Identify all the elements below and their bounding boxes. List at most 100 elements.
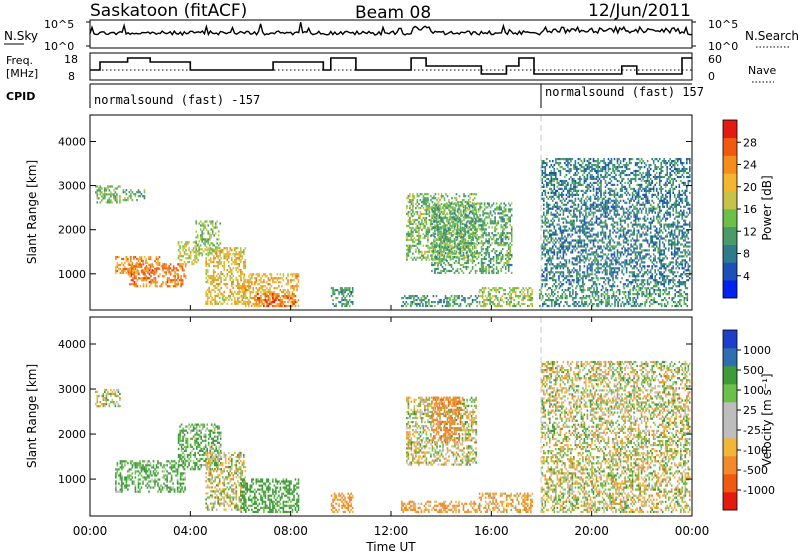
echo-cell bbox=[555, 209, 557, 212]
echo-cell bbox=[497, 254, 499, 257]
echo-cell bbox=[212, 249, 215, 252]
echo-cell bbox=[464, 224, 466, 227]
echo-cell bbox=[554, 304, 556, 308]
echo-cell bbox=[562, 243, 565, 246]
echo-cell bbox=[577, 205, 580, 208]
echo-cell bbox=[198, 240, 200, 243]
echo-cell bbox=[344, 299, 346, 302]
echo-cell bbox=[432, 295, 435, 298]
echo-cell bbox=[105, 193, 108, 196]
echo-cell bbox=[223, 282, 225, 286]
echo-cell bbox=[478, 295, 481, 298]
echo-cell bbox=[145, 259, 147, 263]
echo-cell bbox=[571, 245, 574, 248]
echo-cell bbox=[564, 162, 566, 165]
echo-cell bbox=[500, 252, 502, 255]
echo-cell bbox=[151, 271, 153, 274]
echo-cell bbox=[449, 214, 452, 218]
echo-cell bbox=[198, 252, 200, 255]
echo-cell bbox=[269, 291, 271, 294]
echo-cell bbox=[416, 224, 419, 228]
echo-cell bbox=[588, 253, 590, 256]
echo-cell bbox=[410, 212, 413, 216]
echo-cell bbox=[594, 239, 596, 242]
echo-cell bbox=[594, 291, 597, 294]
echo-cell bbox=[149, 265, 152, 269]
echo-cell bbox=[205, 269, 207, 272]
echo-cell bbox=[556, 251, 559, 254]
echo-cell bbox=[482, 226, 484, 229]
echo-cell bbox=[235, 251, 238, 254]
echo-cell bbox=[214, 278, 216, 282]
echo-cell bbox=[659, 289, 661, 292]
echo-cell bbox=[556, 207, 559, 210]
echo-cell bbox=[231, 298, 233, 301]
echo-cell bbox=[509, 220, 511, 223]
echo-cell bbox=[588, 231, 590, 234]
echo-cell bbox=[561, 201, 563, 204]
echo-cell bbox=[552, 251, 554, 254]
echo-cell bbox=[430, 224, 432, 228]
echo-cell bbox=[207, 230, 209, 233]
echo-cell bbox=[558, 187, 560, 190]
echo-cell bbox=[589, 233, 592, 236]
echo-cell bbox=[214, 257, 216, 260]
echo-cell bbox=[576, 217, 578, 220]
echo-cell bbox=[450, 248, 453, 251]
echo-cell bbox=[208, 253, 210, 256]
echo-cell bbox=[559, 273, 562, 276]
echo-cell bbox=[642, 291, 645, 294]
echo-cell bbox=[547, 251, 550, 254]
echo-cell bbox=[413, 240, 416, 243]
echo-cell bbox=[153, 279, 155, 282]
echo-cell bbox=[460, 242, 462, 245]
echo-cell bbox=[206, 269, 209, 272]
echo-cell bbox=[581, 302, 583, 306]
echo-cell bbox=[273, 301, 276, 304]
echo-cell bbox=[130, 283, 133, 286]
echo-cell bbox=[506, 254, 508, 257]
echo-cell bbox=[276, 297, 279, 300]
echo-cell bbox=[489, 244, 492, 247]
echo-cell bbox=[565, 219, 568, 222]
echo-cell bbox=[546, 289, 549, 292]
echo-cell bbox=[567, 271, 569, 274]
echo-cell bbox=[584, 289, 586, 292]
echo-cell bbox=[491, 257, 493, 261]
echo-cell bbox=[555, 158, 557, 161]
echo-cell bbox=[498, 252, 501, 255]
echo-cell bbox=[434, 269, 436, 273]
echo-cell bbox=[553, 164, 556, 167]
echo-cell bbox=[541, 171, 544, 175]
echo-cell bbox=[446, 244, 449, 247]
echo-cell bbox=[211, 232, 214, 235]
echo-cell bbox=[568, 227, 571, 230]
echo-cell bbox=[235, 284, 238, 288]
echo-cell bbox=[449, 258, 452, 261]
echo-cell bbox=[443, 197, 446, 200]
echo-cell bbox=[501, 216, 504, 219]
echo-cell bbox=[237, 247, 239, 250]
echo-cell bbox=[296, 283, 298, 286]
echo-cell bbox=[505, 301, 508, 304]
echo-cell bbox=[427, 197, 429, 200]
echo-cell bbox=[606, 304, 609, 308]
echo-cell bbox=[424, 193, 426, 196]
echo-cell bbox=[651, 287, 654, 290]
echo-cell bbox=[597, 241, 599, 244]
echo-cell bbox=[447, 263, 450, 267]
echo-cell bbox=[559, 285, 562, 288]
echo-cell bbox=[582, 297, 585, 300]
echo-cell bbox=[550, 183, 553, 186]
echo-cell bbox=[424, 236, 426, 239]
echo-cell bbox=[558, 251, 560, 254]
echo-cell bbox=[544, 285, 547, 288]
echo-cell bbox=[139, 285, 142, 288]
echo-cell bbox=[562, 209, 565, 212]
echo-cell bbox=[437, 252, 439, 255]
echo-cell bbox=[238, 265, 241, 268]
echo-cell bbox=[407, 234, 410, 237]
echo-cell bbox=[443, 267, 445, 271]
echo-cell bbox=[441, 265, 444, 269]
